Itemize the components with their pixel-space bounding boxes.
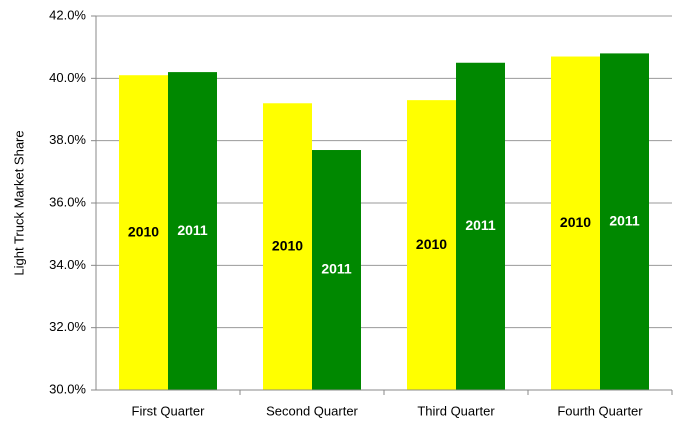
x-tick-label: First Quarter xyxy=(132,403,206,418)
y-tick-label: 42.0% xyxy=(49,7,86,22)
x-tick-label: Fourth Quarter xyxy=(557,403,643,418)
bar-label: 2010 xyxy=(560,214,591,230)
bar-label: 2011 xyxy=(177,222,208,238)
bar-label: 2010 xyxy=(272,237,303,253)
bar xyxy=(312,150,361,390)
x-tick-label: Second Quarter xyxy=(266,403,358,418)
bar xyxy=(119,75,168,390)
y-tick-label: 38.0% xyxy=(49,132,86,147)
y-tick-label: 40.0% xyxy=(49,70,86,85)
bar-label: 2011 xyxy=(465,217,496,233)
bar xyxy=(168,72,217,390)
bar xyxy=(456,62,505,390)
y-tick-label: 34.0% xyxy=(49,257,86,272)
bar xyxy=(551,56,600,391)
bar-label: 2011 xyxy=(321,261,352,277)
bar xyxy=(600,53,649,391)
y-tick-label: 30.0% xyxy=(49,381,86,396)
bar-label: 2010 xyxy=(128,223,159,239)
bar-label: 2010 xyxy=(416,236,447,252)
bar-label: 2011 xyxy=(609,212,640,228)
y-axis-label: Light Truck Market Share xyxy=(11,130,26,275)
x-tick-label: Third Quarter xyxy=(417,403,495,418)
bar xyxy=(407,100,456,391)
y-tick-label: 32.0% xyxy=(49,319,86,334)
y-tick-label: 36.0% xyxy=(49,194,86,209)
bar xyxy=(263,103,312,391)
